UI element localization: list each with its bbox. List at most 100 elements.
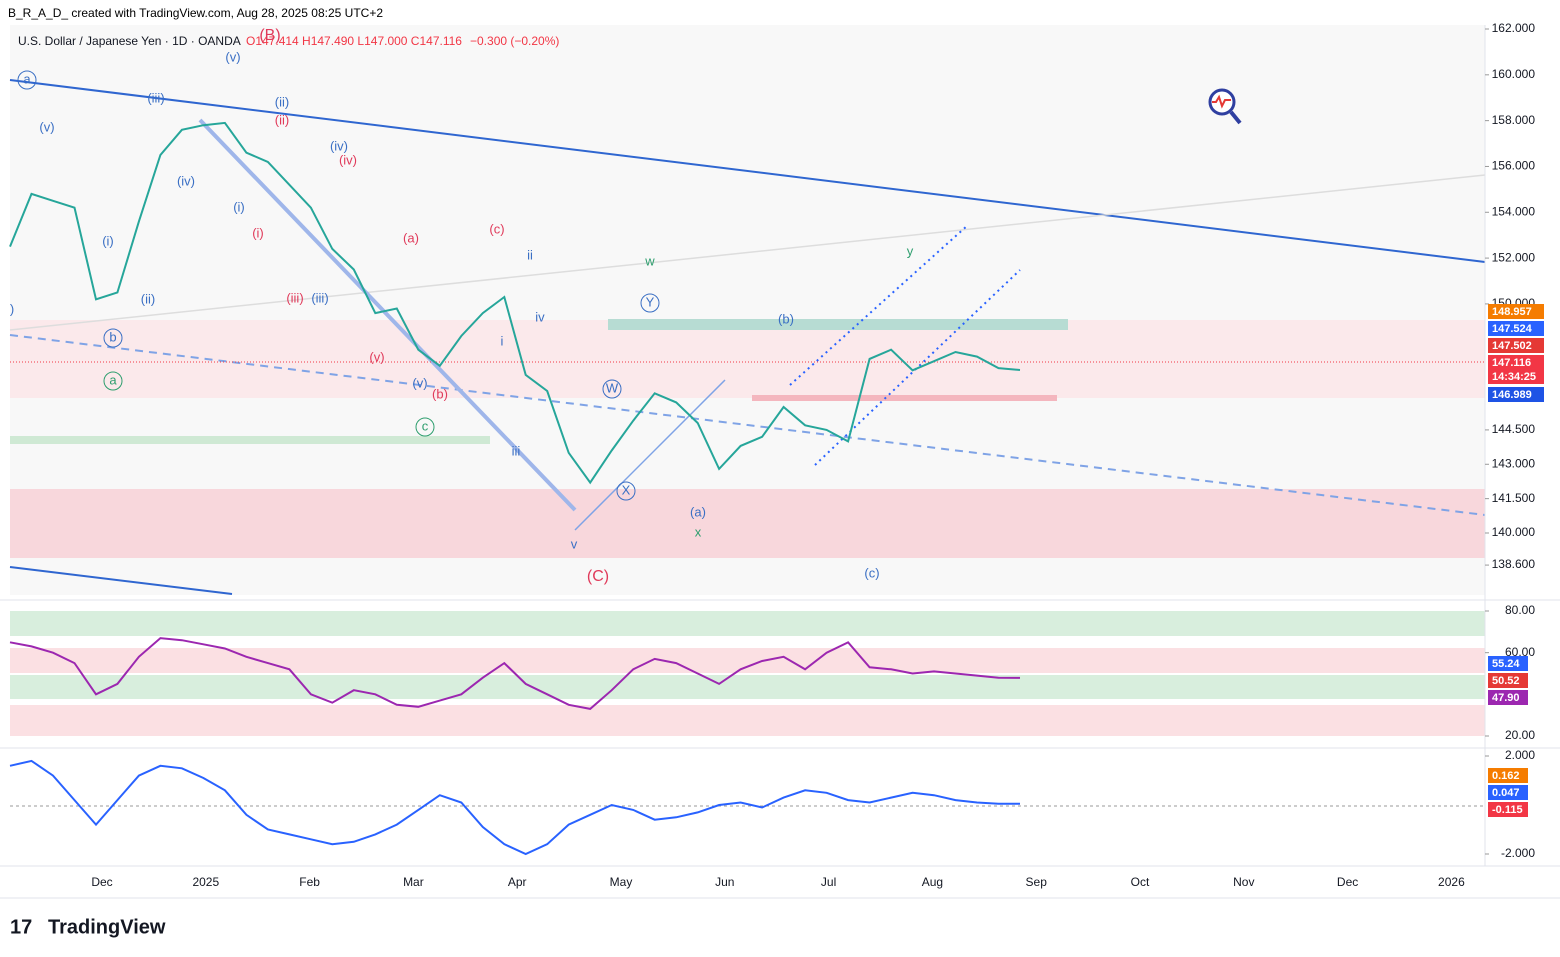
price-label-box bbox=[1488, 785, 1528, 800]
wave-label: x bbox=[695, 524, 702, 539]
wave-label: (iii) bbox=[311, 290, 328, 305]
wave-label: i bbox=[501, 333, 504, 348]
x-tick-label: Dec bbox=[91, 875, 112, 889]
demand-zone bbox=[10, 489, 1485, 558]
price-label-box bbox=[1488, 656, 1528, 671]
y-tick-label: 144.500 bbox=[1492, 422, 1536, 436]
price-label: 0.162 bbox=[1492, 770, 1520, 782]
y-tick-label: 152.000 bbox=[1492, 250, 1536, 264]
price-label: 147.524 bbox=[1492, 323, 1533, 335]
price-label: -0.115 bbox=[1492, 804, 1523, 816]
x-tick-label: Mar bbox=[403, 875, 424, 889]
channel-line bbox=[198, 118, 577, 512]
wave-label: (iv) bbox=[330, 138, 348, 153]
y-tick-label: 140.000 bbox=[1492, 525, 1536, 539]
price-label: 55.24 bbox=[1492, 658, 1520, 670]
price-label: 147.116 bbox=[1492, 357, 1531, 369]
y-tick-label: 154.000 bbox=[1492, 204, 1536, 218]
wave-circle bbox=[103, 328, 123, 348]
y-tick-label: 158.000 bbox=[1492, 113, 1536, 127]
wave-label: a bbox=[23, 71, 31, 86]
x-tick-label: 2025 bbox=[192, 875, 219, 889]
y-tick-label: 60.00 bbox=[1505, 645, 1535, 659]
price-label-box bbox=[1488, 355, 1544, 370]
wave-circle bbox=[616, 481, 636, 501]
x-tick-label: Apr bbox=[508, 875, 527, 889]
y-tick-label: -2.000 bbox=[1501, 846, 1535, 860]
y-tick-label: 162.000 bbox=[1492, 21, 1536, 35]
y-tick-label: 2.000 bbox=[1505, 748, 1535, 762]
wave-label: (iv) bbox=[177, 173, 195, 188]
price-label-box bbox=[1488, 338, 1544, 353]
series-line bbox=[9, 637, 1021, 710]
search-icon bbox=[1212, 94, 1231, 109]
wave-circle bbox=[17, 70, 37, 90]
rsi-band bbox=[10, 611, 1485, 636]
series-line bbox=[9, 759, 1020, 856]
price-label-box bbox=[1488, 768, 1528, 783]
wave-label: (ii) bbox=[275, 94, 289, 109]
symbol-legend: U.S. Dollar / Japanese Yen · 1D · OANDA bbox=[18, 34, 241, 48]
change: −0.300 (−0.20%) bbox=[470, 34, 559, 48]
price-label-box bbox=[1488, 690, 1528, 705]
wave-label: iv bbox=[535, 309, 545, 324]
y-tick-label: 143.000 bbox=[1492, 456, 1536, 470]
resistance-box bbox=[608, 319, 1068, 330]
y-tick-label: 156.000 bbox=[1492, 159, 1536, 173]
channel-line bbox=[574, 379, 726, 531]
price-label: 50.52 bbox=[1492, 675, 1520, 687]
wave-label: (v) bbox=[39, 119, 54, 134]
price-label-box bbox=[1488, 673, 1528, 688]
wave-label: Y bbox=[646, 294, 655, 309]
x-tick-label: May bbox=[610, 875, 633, 889]
brand: TradingView bbox=[48, 916, 166, 938]
price-label: 148.957 bbox=[1492, 306, 1532, 318]
trend-line bbox=[9, 334, 1486, 516]
wave-label: (v) bbox=[412, 375, 427, 390]
price-label: 14:34:25 bbox=[1492, 371, 1536, 383]
wave-label: (iii) bbox=[147, 90, 164, 105]
price-label-box bbox=[1488, 387, 1544, 402]
price-label-box bbox=[1488, 802, 1528, 817]
y-tick-label: 20.00 bbox=[1505, 728, 1535, 742]
price-label-box bbox=[1488, 321, 1544, 336]
x-tick-label: Jul bbox=[821, 875, 836, 889]
trend-line bbox=[9, 566, 233, 595]
wave-label: c bbox=[422, 418, 429, 433]
wave-label: (b) bbox=[778, 311, 794, 326]
y-tick-label: 80.00 bbox=[1505, 603, 1535, 617]
wave-label: (ii) bbox=[141, 291, 155, 306]
y-tick-label: 141.500 bbox=[1492, 491, 1536, 505]
x-tick-label: Sep bbox=[1026, 875, 1048, 889]
trend-line bbox=[9, 174, 1486, 331]
x-tick-label: Feb bbox=[299, 875, 320, 889]
wave-label: (C) bbox=[587, 568, 609, 585]
wave-label: (ii) bbox=[275, 112, 289, 127]
brand-logo: 17 bbox=[10, 916, 32, 938]
wave-label: X bbox=[622, 482, 631, 497]
support-box bbox=[752, 395, 1057, 401]
wave-label: W bbox=[606, 380, 619, 395]
price-label-box bbox=[1488, 304, 1544, 319]
wave-label: (iii) bbox=[286, 290, 303, 305]
wave-label: (a) bbox=[690, 504, 706, 519]
rsi-band bbox=[10, 705, 1485, 736]
y-tick-label: 138.600 bbox=[1492, 557, 1536, 571]
price-label: 146.989 bbox=[1492, 389, 1532, 401]
x-tick-label: Dec bbox=[1337, 875, 1358, 889]
wave-label: b bbox=[109, 329, 116, 344]
wave-label: ) bbox=[10, 301, 14, 316]
wave-label: (B) bbox=[259, 27, 280, 44]
wave-label: (i) bbox=[233, 199, 245, 214]
wave-circle bbox=[640, 293, 660, 313]
search-icon bbox=[1208, 88, 1236, 116]
wave-label: (i) bbox=[252, 225, 264, 240]
wave-label: w bbox=[644, 253, 655, 268]
rsi-band bbox=[10, 675, 1485, 699]
price-label-box bbox=[1488, 369, 1544, 384]
wave-label: (iv) bbox=[339, 152, 357, 167]
price-label: 47.90 bbox=[1492, 692, 1520, 704]
trend-line bbox=[9, 79, 1486, 263]
wave-circle bbox=[415, 417, 435, 437]
support-band bbox=[10, 436, 490, 444]
